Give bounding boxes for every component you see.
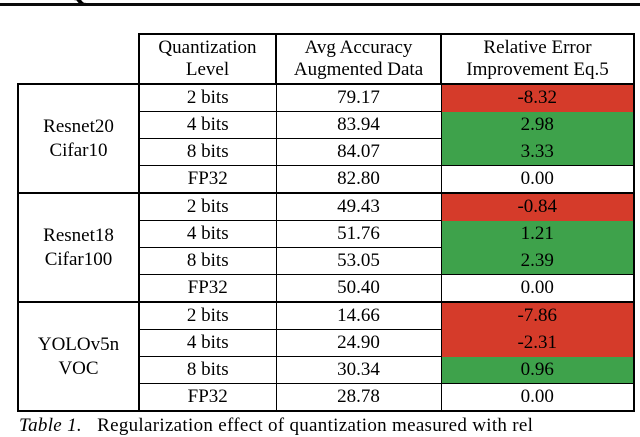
level-cell: 8 bits — [138, 138, 277, 166]
header-row: Quantization Level Avg Accuracy Augmente… — [18, 33, 635, 85]
accuracy-cell: 24.90 — [275, 329, 442, 357]
table-row: 8 bits 84.07 3.33 — [18, 138, 635, 166]
relerr-cell: -7.86 — [440, 301, 635, 330]
level-cell: 2 bits — [138, 83, 277, 112]
relerr-cell: 3.33 — [440, 138, 635, 166]
accuracy-cell: 14.66 — [275, 301, 442, 330]
level-cell: FP32 — [138, 383, 277, 412]
relerr-cell: -2.31 — [440, 329, 635, 357]
level-cell: 4 bits — [138, 111, 277, 139]
table-row: 4 bits 83.94 2.98 — [18, 111, 635, 139]
table-caption: Table 1. Regularization effect of quanti… — [19, 415, 640, 437]
top-rule — [0, 3, 640, 6]
caption-label: Table 1. — [19, 415, 82, 436]
header-blank-cell — [18, 34, 139, 84]
relerr-cell: 2.39 — [440, 247, 635, 275]
relerr-cell: -0.84 — [440, 192, 635, 221]
relerr-cell: 1.21 — [440, 220, 635, 248]
level-cell: 4 bits — [138, 220, 277, 248]
accuracy-cell: 30.34 — [275, 356, 442, 384]
relerr-cell: 0.00 — [440, 165, 635, 194]
relerr-cell: -8.32 — [440, 83, 635, 112]
table-row: YOLOv5n VOC 2 bits 14.66 -7.86 — [17, 301, 635, 412]
table-row: Resnet20 Cifar10 2 bits 79.17 -8.32 — [17, 83, 635, 194]
clipped-heading-glyph: Q — [64, 0, 92, 3]
table-row: 8 bits 30.34 0.96 — [18, 356, 635, 384]
model-cell-yolov5n-voc: YOLOv5n VOC — [17, 301, 140, 412]
table-row: FP32 28.78 0.00 — [18, 383, 635, 412]
level-cell: 2 bits — [138, 192, 277, 221]
caption-text: Regularization effect of quantization me… — [97, 415, 534, 436]
accuracy-cell: 50.40 — [275, 274, 442, 303]
table-row: FP32 50.40 0.00 — [18, 274, 635, 303]
accuracy-cell: 53.05 — [275, 247, 442, 275]
header-relative-error: Relative Error Improvement Eq.5 — [440, 33, 635, 85]
accuracy-cell: 84.07 — [275, 138, 442, 166]
level-cell: 4 bits — [138, 329, 277, 357]
level-cell: FP32 — [138, 165, 277, 194]
level-cell: 8 bits — [138, 247, 277, 275]
header-avg-accuracy: Avg Accuracy Augmented Data — [275, 33, 442, 85]
table-row: FP32 82.80 0.00 — [18, 165, 635, 194]
accuracy-cell: 49.43 — [275, 192, 442, 221]
level-cell: FP32 — [138, 274, 277, 303]
level-cell: 2 bits — [138, 301, 277, 330]
results-table: Quantization Level Avg Accuracy Augmente… — [17, 33, 635, 412]
model-cell-resnet20-cifar10: Resnet20 Cifar10 — [17, 83, 140, 194]
relerr-cell: 0.96 — [440, 356, 635, 384]
table-row: 8 bits 53.05 2.39 — [18, 247, 635, 275]
relerr-cell: 0.00 — [440, 274, 635, 303]
accuracy-cell: 83.94 — [275, 111, 442, 139]
header-quantization-level: Quantization Level — [138, 33, 277, 85]
accuracy-cell: 79.17 — [275, 83, 442, 112]
relerr-cell: 2.98 — [440, 111, 635, 139]
model-cell-resnet18-cifar100: Resnet18 Cifar100 — [17, 192, 140, 303]
accuracy-cell: 51.76 — [275, 220, 442, 248]
table-row: 4 bits 51.76 1.21 — [18, 220, 635, 248]
table-row: Resnet18 Cifar100 2 bits 49.43 -0.84 — [17, 192, 635, 303]
accuracy-cell: 82.80 — [275, 165, 442, 194]
relerr-cell: 0.00 — [440, 383, 635, 412]
table-row: 4 bits 24.90 -2.31 — [18, 329, 635, 357]
accuracy-cell: 28.78 — [275, 383, 442, 412]
level-cell: 8 bits — [138, 356, 277, 384]
